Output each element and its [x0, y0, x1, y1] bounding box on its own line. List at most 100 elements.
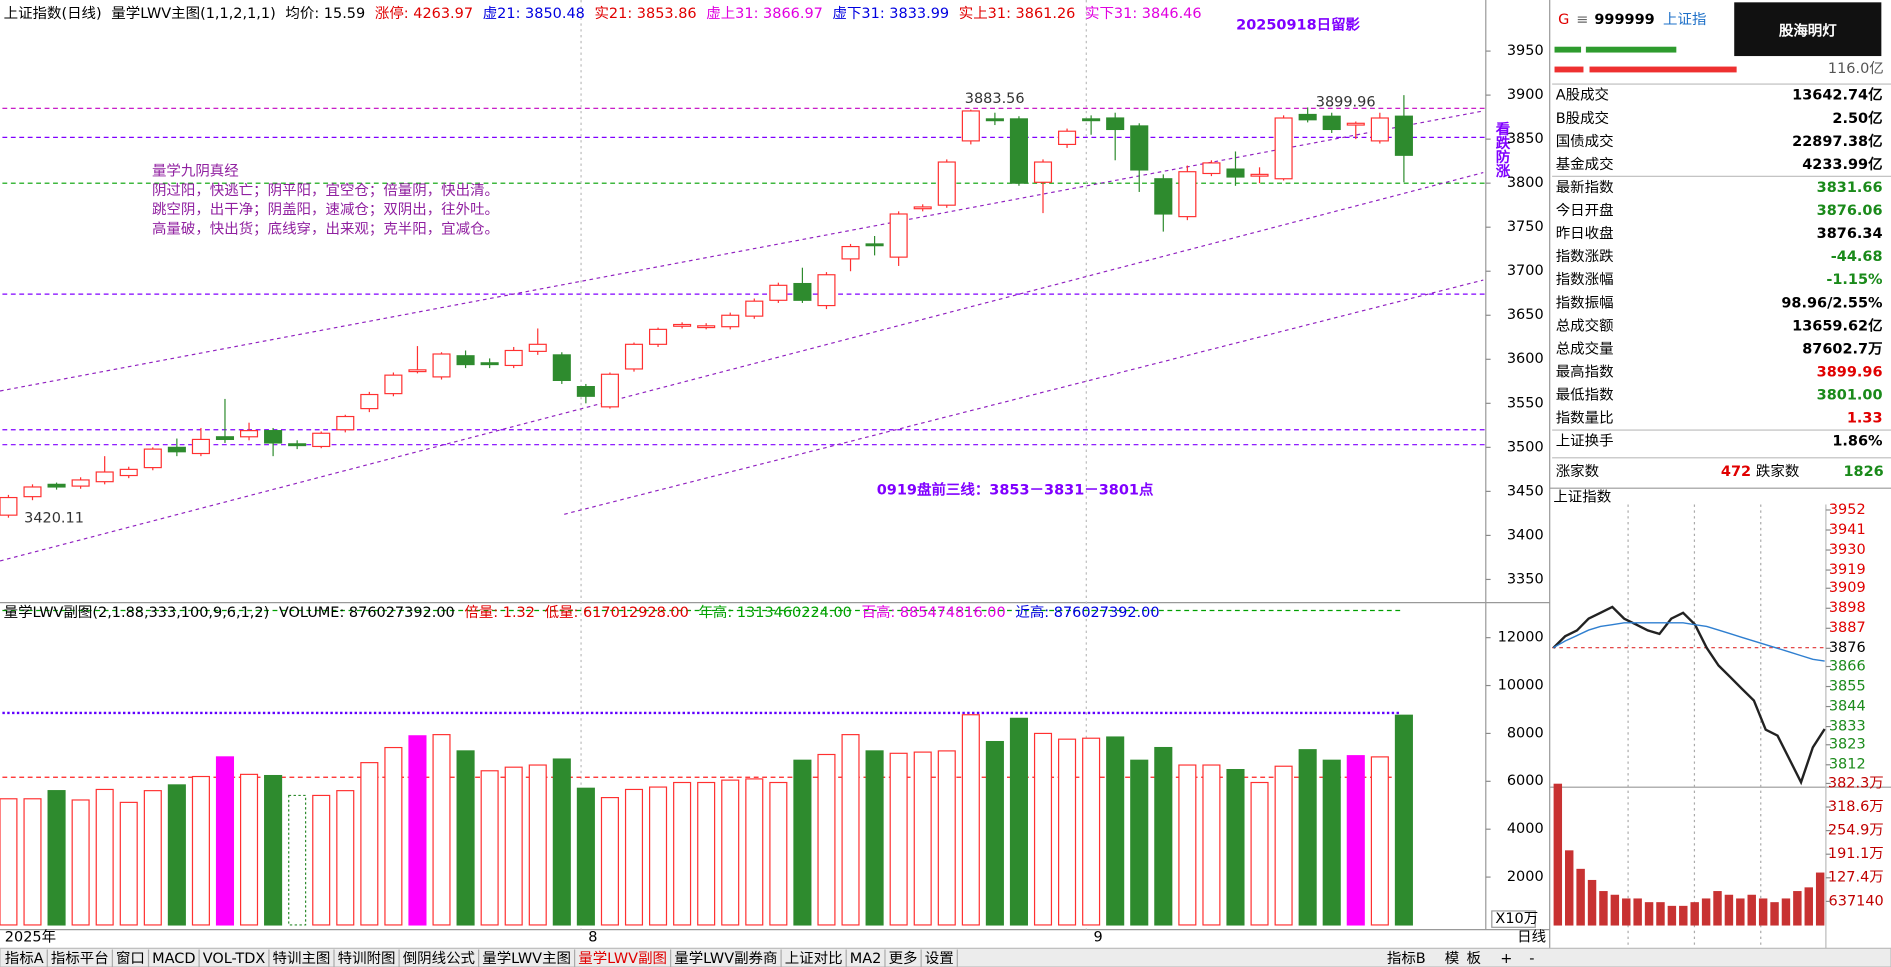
- candle-body: [937, 161, 956, 206]
- candle-body: [504, 349, 523, 367]
- volume-bar: [1713, 891, 1722, 926]
- y-tick-label: 3800: [1507, 175, 1544, 191]
- quote-value: 3899.96: [1817, 365, 1883, 381]
- tab[interactable]: 模: [1445, 950, 1459, 967]
- tab[interactable]: 窗口: [116, 949, 145, 967]
- x-tick-label: 8: [588, 930, 597, 946]
- volume-bar: [1701, 898, 1711, 926]
- tab[interactable]: 指标B: [1387, 950, 1426, 967]
- vertical-note: 看跌防涨: [1493, 121, 1509, 179]
- tab-bar: [0, 947, 1891, 967]
- candle-body: [0, 496, 18, 516]
- tab[interactable]: 量学LWV主图: [482, 950, 571, 967]
- volume-bar: [528, 764, 547, 926]
- volume-bar: [1724, 894, 1734, 926]
- candle-body: [1226, 168, 1245, 178]
- tab[interactable]: 量学LWV副图: [578, 950, 667, 967]
- tab[interactable]: 上证对比: [785, 950, 843, 967]
- volume-bar: [1346, 755, 1365, 926]
- y-tick-label: 2000: [1507, 869, 1544, 885]
- volume-bar: [1058, 738, 1077, 926]
- volume-bar: [1610, 894, 1620, 926]
- candle-body: [1033, 161, 1053, 183]
- quote-flag: G: [1558, 12, 1569, 28]
- candle-body: [865, 243, 884, 247]
- panel-legend: 虚下31: 3833.99: [833, 5, 950, 22]
- y-tick-label: 637140: [1829, 893, 1884, 909]
- trend-line: [564, 279, 1484, 515]
- tab[interactable]: 设置: [925, 950, 954, 967]
- panel-legend: 百高: 885474816.00: [862, 604, 1006, 621]
- high-label: 3899.96: [1316, 95, 1376, 111]
- quote-value: 3831.66: [1817, 180, 1883, 196]
- tab[interactable]: 倒阴线公式: [403, 950, 475, 967]
- tab[interactable]: 量学LWV副券商: [674, 950, 777, 967]
- volume-bar: [336, 790, 355, 926]
- tab[interactable]: VOL-TDX: [203, 951, 266, 967]
- volume-bar: [119, 801, 138, 926]
- panel-legend: 虚21: 3850.48: [483, 5, 585, 22]
- quote-code: 999999: [1594, 12, 1654, 28]
- y-tick-label: 3700: [1507, 263, 1544, 279]
- breadth-value: 472: [1721, 464, 1751, 480]
- volume-bar: [1394, 714, 1413, 926]
- quote-value: 13642.74亿: [1792, 86, 1882, 104]
- candle-body: [384, 374, 403, 395]
- panel-legend: VOLUME: 876027392.00: [279, 605, 455, 621]
- poem-line: 阴过阳，快逃亡；阴平阳，宜空仓；倍量阴，快出清。: [152, 182, 499, 199]
- volume-bar: [71, 799, 90, 926]
- volume-bar: [1154, 746, 1173, 926]
- quote-label: 指数涨幅: [1556, 271, 1614, 288]
- quote-value: 22897.38亿: [1792, 132, 1882, 150]
- logo-box: [1734, 2, 1882, 57]
- candle-body: [1082, 118, 1101, 122]
- candle-body: [769, 284, 788, 301]
- y-tick-label: 3500: [1507, 439, 1544, 455]
- candle-body: [1298, 113, 1317, 121]
- volume-bar: [191, 775, 210, 926]
- volume-bar: [817, 753, 836, 926]
- unit-label: X10万: [1495, 911, 1538, 927]
- tab[interactable]: 指标A: [5, 950, 44, 967]
- candle-body: [1274, 117, 1293, 180]
- y-tick-label: 6000: [1507, 773, 1544, 789]
- volume-bar: [239, 773, 259, 926]
- candle-body: [1178, 171, 1197, 218]
- tab[interactable]: 特训主图: [273, 950, 331, 967]
- tab[interactable]: 板: [1466, 950, 1480, 967]
- quote-value: -44.68: [1831, 249, 1883, 265]
- y-tick-label: 3887: [1829, 620, 1866, 636]
- tab[interactable]: -: [1529, 951, 1534, 967]
- candle-body: [673, 323, 692, 327]
- poem-line: 量学九阴真经: [152, 162, 239, 180]
- tab[interactable]: 指标平台: [51, 950, 109, 967]
- y-tick-label: 10000: [1498, 678, 1544, 694]
- tab[interactable]: MACD: [152, 951, 195, 967]
- volume-bar: [673, 781, 692, 926]
- low-label: 3420.11: [24, 511, 84, 527]
- candle-body: [1154, 178, 1173, 215]
- tab[interactable]: 特训附图: [338, 950, 396, 967]
- quote-label: 上证换手: [1556, 433, 1614, 450]
- panel-legend: 涨停: 4263.97: [375, 5, 473, 22]
- candle-body: [600, 373, 619, 408]
- candle-body: [649, 328, 668, 345]
- y-tick-label: 3950: [1507, 43, 1544, 59]
- volume-bar: [1298, 749, 1317, 926]
- tab[interactable]: MA2: [850, 951, 882, 967]
- candle-body: [119, 468, 138, 477]
- tab[interactable]: +: [1500, 951, 1512, 967]
- high-label: 3883.56: [965, 91, 1025, 107]
- breadth-label: 跌家数: [1756, 463, 1799, 480]
- quote-label: 国债成交: [1556, 132, 1614, 150]
- y-tick-label: 127.4万: [1828, 870, 1884, 886]
- quote-label: B股成交: [1556, 109, 1609, 127]
- breadth-label: 涨家数: [1556, 463, 1599, 480]
- volume-bar: [215, 756, 235, 926]
- tab[interactable]: 更多: [889, 950, 918, 967]
- candle-body: [721, 314, 740, 328]
- candle-body: [408, 369, 427, 373]
- volume-bar: [1250, 781, 1269, 926]
